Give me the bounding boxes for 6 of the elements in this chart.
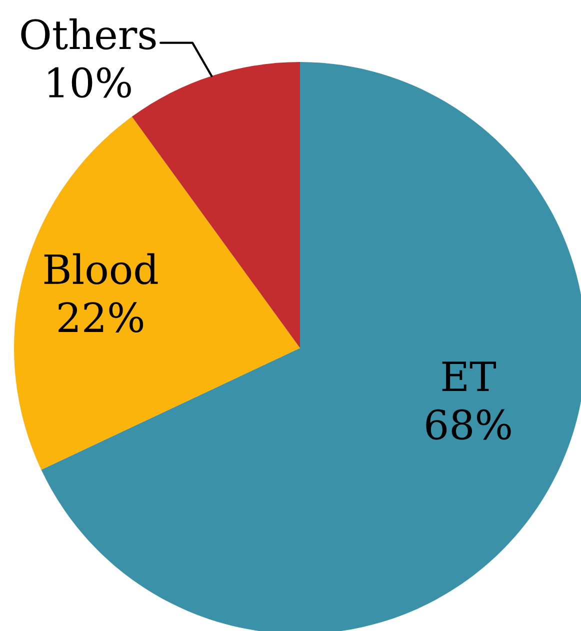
slice-label: Blood — [44, 253, 158, 284]
slice-label: ET — [442, 362, 496, 392]
slice-label: Others — [21, 18, 156, 50]
data-label: 22% — [58, 302, 144, 333]
data-label: 10% — [48, 67, 131, 98]
data-label: 68% — [426, 409, 511, 440]
